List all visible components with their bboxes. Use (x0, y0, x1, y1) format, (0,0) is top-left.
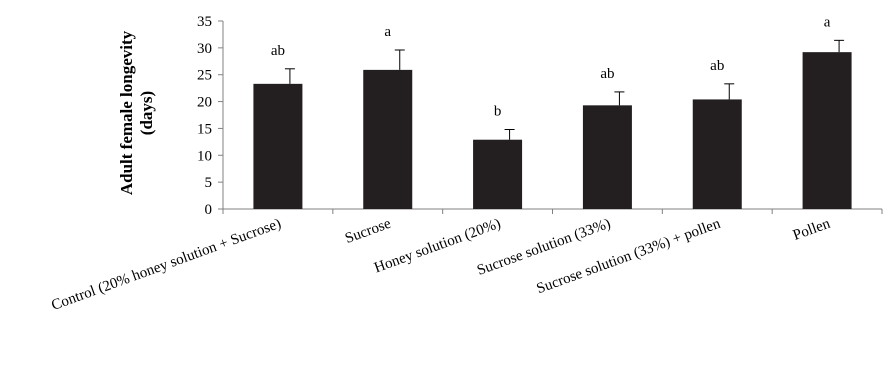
significance-label: ab (600, 66, 614, 82)
y-tick-label: 25 (197, 68, 212, 84)
y-tick-label: 15 (197, 121, 212, 137)
bars (253, 52, 852, 210)
significance-label: ab (710, 58, 724, 74)
bar (473, 139, 523, 209)
significance-label: ab (271, 43, 285, 59)
y-tick-label: 30 (197, 41, 212, 57)
y-axis-title-line-2: (days) (137, 91, 156, 135)
y-tick-label: 20 (197, 95, 212, 111)
y-tick-label: 5 (205, 175, 213, 191)
bar (802, 52, 852, 210)
axes (222, 21, 882, 210)
bar (363, 69, 413, 209)
x-tick-label: Pollen (791, 216, 833, 244)
x-tick-label: Sucrose (343, 216, 393, 247)
x-axis-ticks: Control (20% honey solution + Sucrose) Su… (49, 209, 883, 314)
y-axis-title: Adult female longevity (days) (117, 30, 156, 195)
y-tick-label: 10 (197, 148, 212, 164)
x-tick-label: Control (20% honey solution + Sucrose) (49, 216, 283, 314)
y-axis-ticks: 0 5 10 15 20 25 30 35 (197, 14, 223, 218)
x-tick-label: Sucrose solution (33%) + pollen (535, 216, 723, 298)
y-tick-label: 0 (205, 202, 213, 218)
bar (253, 83, 303, 209)
bar (582, 105, 632, 209)
significance-label: b (494, 104, 502, 120)
significance-label: a (384, 24, 391, 40)
y-tick-label: 35 (197, 14, 212, 30)
bar (692, 99, 742, 209)
y-axis-title-line-1: Adult female longevity (117, 30, 136, 195)
error-bars (284, 39, 845, 140)
significance-label: a (824, 14, 831, 30)
